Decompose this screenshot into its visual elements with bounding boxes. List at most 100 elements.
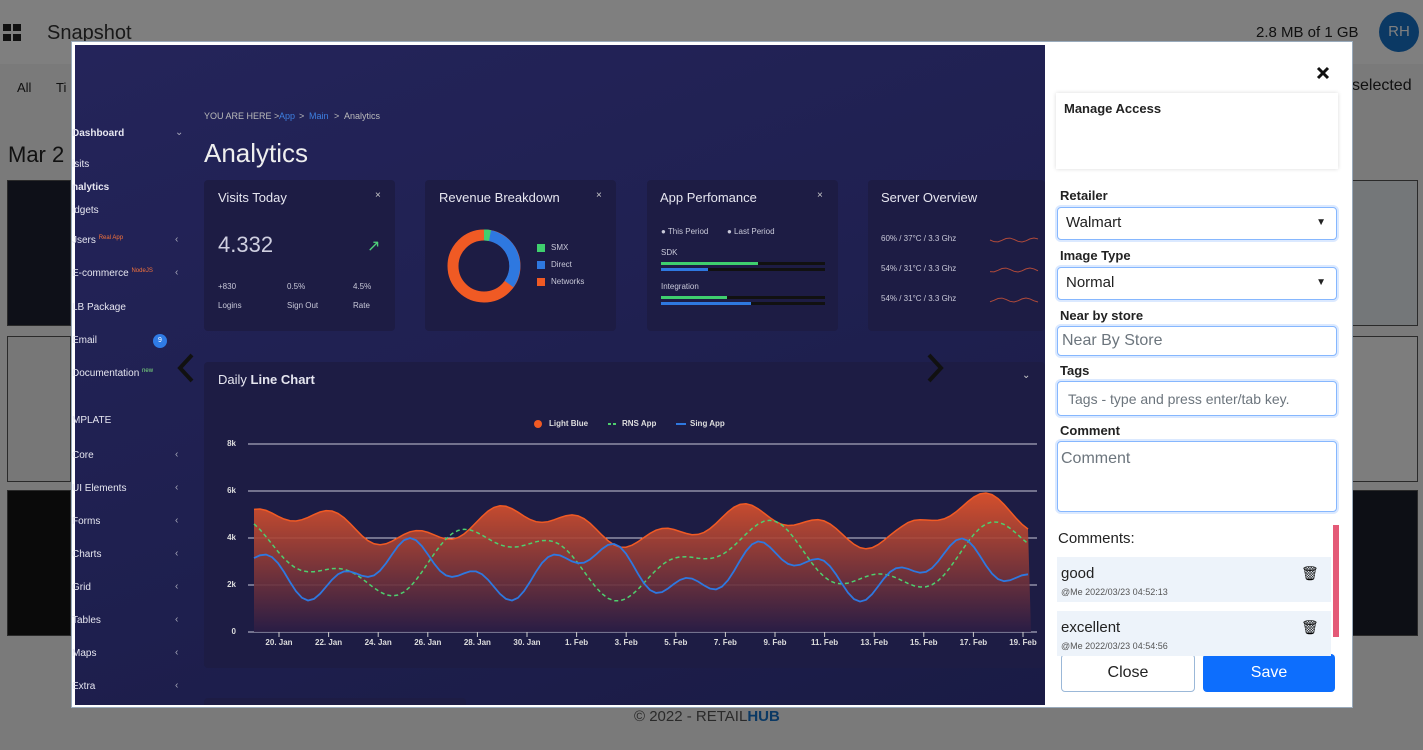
image-type-select[interactable]: Normal ▼ xyxy=(1057,267,1337,300)
sidebar-badge: 9 xyxy=(153,334,167,348)
x-label: 1. Feb xyxy=(565,638,589,647)
track xyxy=(661,296,825,299)
delete-icon[interactable]: 🗑 xyxy=(1301,619,1319,635)
progress xyxy=(661,302,751,305)
scrollbar[interactable] xyxy=(1333,525,1339,637)
breadcrumb-item[interactable]: Main xyxy=(309,111,329,121)
breadcrumb-item[interactable]: App xyxy=(279,111,296,121)
sidebar-label: idgets xyxy=(72,205,99,216)
metric-label: SDK xyxy=(661,248,678,257)
sidebar-label: Documentation xyxy=(72,368,140,379)
y-label: 6k xyxy=(227,486,236,495)
sidebar-badge: Real App xyxy=(98,235,124,241)
server-row: 60% / 37°C / 3.3 Ghz xyxy=(881,234,957,243)
comment-textarea[interactable]: Comment xyxy=(1057,441,1337,512)
sidebar-item[interactable]: nalytics xyxy=(72,182,109,193)
close-icon[interactable] xyxy=(1316,66,1330,80)
manage-access[interactable]: Manage Access xyxy=(1064,101,1162,116)
field-label: Retailer xyxy=(1060,188,1108,203)
sidebar-label: Email xyxy=(72,335,98,346)
donut-segment xyxy=(483,229,491,241)
sidebar-label: E-commerce xyxy=(72,268,129,279)
sidebar-item[interactable]: Grid xyxy=(72,582,91,593)
sidebar-item[interactable]: Dashboard xyxy=(72,128,124,139)
sidebar-item[interactable]: isits xyxy=(72,159,89,170)
progress xyxy=(661,268,708,271)
card xyxy=(204,180,395,331)
sidebar-label: UI Elements xyxy=(72,483,127,494)
area xyxy=(254,493,1031,632)
sidebar-item[interactable]: Jsers Real App xyxy=(72,235,123,246)
comment xyxy=(1057,557,1331,602)
y-label: 4k xyxy=(227,533,236,542)
x-label: 28. Jan xyxy=(463,638,491,647)
chevron: ‹ xyxy=(175,680,179,691)
sidebar-item[interactable]: Charts xyxy=(72,549,101,560)
x-label: 5. Feb xyxy=(664,638,688,647)
legend-swatch xyxy=(537,261,545,269)
chart-title: Daily Line Chart xyxy=(218,372,315,387)
near-store-input[interactable]: Near By Store xyxy=(1057,326,1337,356)
sidebar-item[interactable]: LB Package xyxy=(72,302,126,313)
tags-input[interactable]: Tags - type and press enter/tab key. xyxy=(1057,381,1337,416)
element xyxy=(1316,66,1330,80)
sidebar-item[interactable]: UI Elements xyxy=(72,483,126,494)
x-label: 7. Feb xyxy=(713,638,737,647)
sidebar-item[interactable]: Maps xyxy=(72,648,96,659)
sidebar-item[interactable]: E-commerce NodeJS xyxy=(72,268,153,279)
chart-title-part: Daily xyxy=(218,372,247,387)
placeholder: Near By Store xyxy=(1062,332,1163,349)
x-label: 22. Jan xyxy=(315,638,343,647)
server-row: 54% / 31°C / 3.3 Ghz xyxy=(881,264,957,273)
select-value: Normal xyxy=(1066,274,1115,291)
sidebar-item[interactable]: Core xyxy=(72,450,94,461)
sidebar-label: Dashboard xyxy=(72,128,125,139)
card-title: Server Overview xyxy=(881,190,978,205)
caret: ▼ xyxy=(1316,217,1326,228)
retailer-select[interactable]: Walmart ▼ xyxy=(1057,207,1337,240)
stat-value: 0.5% xyxy=(287,282,306,291)
card-title: Visits Today xyxy=(218,190,287,205)
sidebar-item[interactable]: Documentation new xyxy=(72,368,153,379)
sidebar-label: Extra xyxy=(72,681,96,692)
sidebar-item[interactable]: Email xyxy=(72,335,97,346)
progress xyxy=(661,262,758,265)
chevron: ⌄ xyxy=(175,127,184,138)
stat-label: Rate xyxy=(353,301,370,310)
sidebar-item[interactable]: MPLATE xyxy=(72,415,111,426)
sidebar-label: Core xyxy=(72,450,94,461)
chevron: ‹ xyxy=(175,482,179,493)
panel-collapse: ⌄ xyxy=(1022,370,1031,381)
x-label: 26. Jan xyxy=(414,638,442,647)
stat-value: +830 xyxy=(218,282,237,291)
metric-label: Integration xyxy=(661,282,699,291)
legend-label: Sing App xyxy=(690,419,725,428)
breadcrumb-item: YOU ARE HERE > xyxy=(204,111,280,121)
x-label: 17. Feb xyxy=(959,638,988,647)
placeholder: Tags - type and press enter/tab key. xyxy=(1068,391,1290,407)
card-close: × xyxy=(375,190,381,201)
stat-value: 4.5% xyxy=(353,282,372,291)
chevron: ‹ xyxy=(175,581,179,592)
page-heading: Analytics xyxy=(204,138,309,168)
card-title: App Perfomance xyxy=(660,190,757,205)
manage-access-box xyxy=(1056,93,1338,169)
field-label: Image Type xyxy=(1060,248,1131,263)
select-value: Walmart xyxy=(1066,214,1122,231)
sidebar-item[interactable]: Tables xyxy=(72,615,101,626)
sidebar-badge: new xyxy=(142,368,154,374)
breadcrumb-item: Analytics xyxy=(344,111,381,121)
save-button[interactable]: Save xyxy=(1203,654,1335,692)
close-button[interactable]: Close xyxy=(1061,654,1195,692)
stat-label: Sign Out xyxy=(287,301,319,310)
legend-label: SMX xyxy=(551,243,569,252)
sidebar-label: Tables xyxy=(72,615,101,626)
y-label: 8k xyxy=(227,439,236,448)
sidebar-item[interactable]: Forms xyxy=(72,516,100,527)
sidebar-label: Grid xyxy=(72,582,91,593)
x-label: 30. Jan xyxy=(513,638,541,647)
chevron: ‹ xyxy=(175,647,179,658)
delete-icon[interactable]: 🗑 xyxy=(1301,565,1319,581)
sidebar-item[interactable]: Extra xyxy=(72,681,95,692)
sidebar-item[interactable]: idgets xyxy=(72,205,99,216)
